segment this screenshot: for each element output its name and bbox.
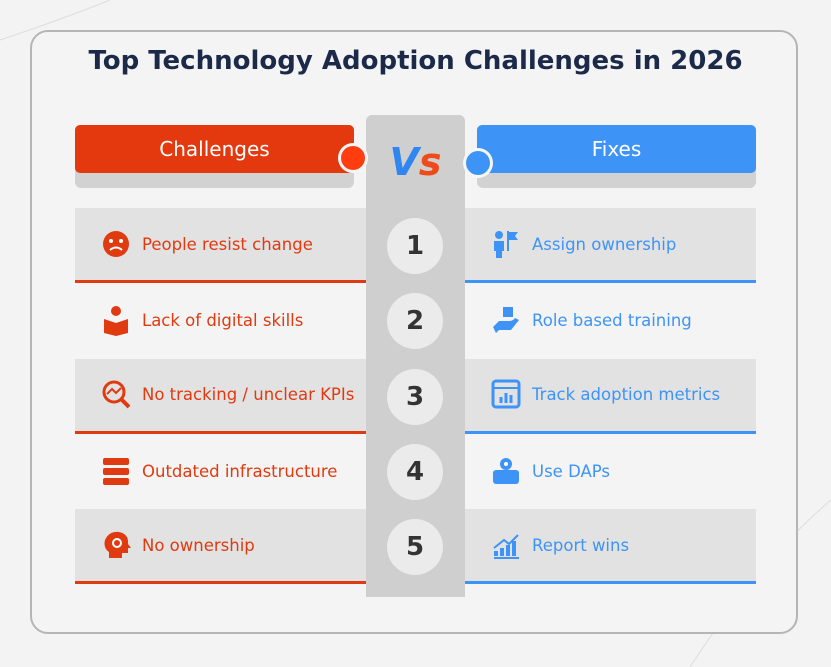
- right-header: Fixes: [477, 125, 756, 173]
- fix-text: Assign ownership: [532, 234, 677, 254]
- row-number: 1: [387, 218, 443, 274]
- fix-cell: Role based training: [465, 283, 756, 359]
- fix-cell: Assign ownership: [465, 208, 756, 283]
- challenge-cell: No ownership: [75, 509, 366, 585]
- icon: [101, 530, 132, 561]
- challenge-text: Lack of digital skills: [142, 311, 304, 331]
- versus: Vs: [366, 140, 465, 184]
- vs-letter: V: [389, 140, 419, 184]
- challenge-text: No tracking / unclear KPIs: [142, 385, 355, 405]
- middle-column: [366, 115, 465, 597]
- fix-text: Report wins: [532, 535, 630, 555]
- icon: [491, 379, 522, 410]
- challenge-cell: People resist change: [75, 208, 366, 283]
- row: People resist change Assign ownership 1: [75, 208, 756, 283]
- left-header: Challenges: [75, 125, 354, 173]
- icon: [491, 530, 522, 561]
- challenge-text: People resist change: [142, 234, 313, 254]
- fix-cell: Track adoption metrics: [465, 358, 756, 434]
- fix-text: Track adoption metrics: [532, 385, 721, 405]
- fix-cell: Report wins: [465, 509, 756, 585]
- row: Outdated infrastructure Use DAPs 4: [75, 433, 756, 509]
- icon: [101, 305, 132, 337]
- challenge-cell: Outdated infrastructure: [75, 433, 366, 509]
- title: Top Technology Adoption Challenges in 20…: [88, 46, 743, 76]
- row: No tracking / unclear KPIs Track adoption…: [75, 358, 756, 434]
- row-number: 2: [387, 293, 443, 350]
- challenge-cell: Lack of digital skills: [75, 283, 366, 359]
- row-number: 4: [387, 443, 443, 500]
- connector-dots: [338, 143, 493, 178]
- fix-cell: Use DAPs: [465, 433, 756, 509]
- vs-letter: s: [418, 140, 442, 184]
- fix-text: Role based training: [532, 311, 692, 331]
- challenge-text: Outdated infrastructure: [142, 461, 338, 481]
- row: Lack of digital skills Role based trainin…: [75, 283, 756, 359]
- row-number: 5: [387, 519, 443, 576]
- icon: [491, 229, 522, 260]
- icon: [491, 305, 522, 336]
- icon: [101, 229, 132, 260]
- icon: [101, 379, 132, 410]
- fix-text: Use DAPs: [532, 461, 611, 481]
- icon: [491, 456, 522, 487]
- challenge-text: No ownership: [142, 535, 255, 555]
- row-number: 3: [387, 368, 443, 425]
- icon: [101, 456, 132, 487]
- challenge-cell: No tracking / unclear KPIs: [75, 358, 366, 434]
- row: No ownership Report wins 5: [75, 509, 756, 585]
